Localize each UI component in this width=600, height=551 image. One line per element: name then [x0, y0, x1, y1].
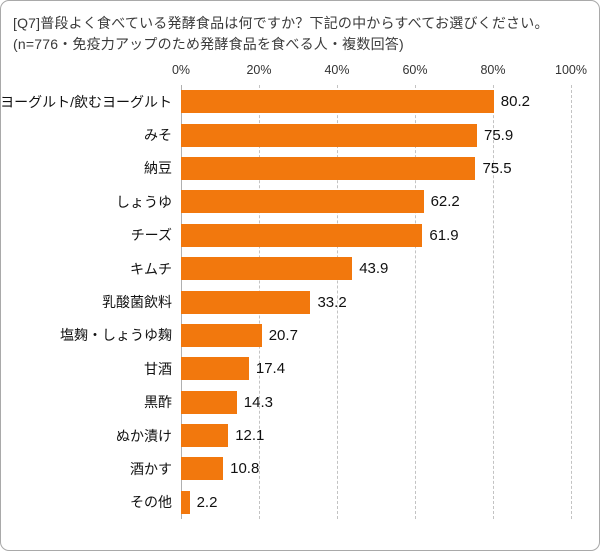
bar-row: 61.9 [181, 219, 571, 252]
bar [181, 357, 249, 381]
bar-row: 12.1 [181, 419, 571, 452]
x-axis-tick: 0% [171, 63, 191, 77]
x-axis: 0% 20% 40% 60% 80% 100% [13, 63, 587, 83]
value-label: 80.2 [500, 93, 530, 111]
bar [181, 257, 353, 281]
bars-area: 80.2 75.9 75.5 62.2 61.9 43.9 33.2 20.7 17.4 14.3… [181, 85, 572, 520]
value-label: 12.1 [235, 427, 265, 445]
x-axis-tick: 100% [555, 63, 587, 77]
bar [181, 223, 423, 247]
value-label: 62.2 [430, 193, 460, 211]
x-axis-tick: 60% [402, 63, 428, 77]
bar-row: 20.7 [181, 319, 571, 352]
category-label: ぬか漬け [116, 427, 172, 444]
x-axis-tick: 80% [480, 63, 506, 77]
category-label: キムチ [130, 260, 172, 277]
bar-row: 43.9 [181, 252, 571, 285]
bar [181, 457, 224, 481]
plot-area: ヨーグルト/飲むヨーグルトみそ納豆しょうゆチーズキムチ乳酸菌飲料塩麹・しょうゆ麹… [0, 85, 585, 520]
bar [181, 390, 237, 414]
category-label: 塩麹・しょうゆ麹 [60, 327, 172, 344]
value-label: 14.3 [243, 393, 273, 411]
category-label: みそ [144, 127, 172, 144]
category-label: チーズ [130, 227, 172, 244]
value-label: 33.2 [317, 293, 347, 311]
bar [181, 323, 262, 347]
bar-row: 75.9 [181, 118, 571, 151]
value-label: 10.8 [230, 460, 260, 478]
x-axis-tick: 40% [324, 63, 350, 77]
category-label: 酒かす [130, 460, 172, 477]
bar [181, 290, 311, 314]
bar-row: 75.5 [181, 152, 571, 185]
x-axis-ticks: 0% 20% 40% 60% 80% 100% [172, 63, 587, 83]
grid-line [571, 85, 572, 520]
value-label: 61.9 [429, 226, 459, 244]
axis-label-spacer [13, 63, 181, 83]
category-label: その他 [130, 494, 172, 511]
category-label: 納豆 [144, 160, 172, 177]
bar-chart: 0% 20% 40% 60% 80% 100% ヨーグルト/飲むヨーグルトみそ納豆しょうゆ… [0, 63, 587, 520]
bar-row: 33.2 [181, 285, 571, 318]
bar-row: 17.4 [181, 352, 571, 385]
value-label: 17.4 [255, 360, 286, 378]
chart-title: [Q7]普段よく食べている発酵食品は何ですか？下記の中からすべてお選びください。… [13, 15, 549, 52]
bar [181, 424, 229, 448]
bar [181, 156, 476, 180]
bar-row: 14.3 [181, 386, 571, 419]
bar-row: 80.2 [181, 85, 571, 118]
bar [181, 123, 477, 147]
category-label: しょうゆ [116, 193, 172, 210]
bar [181, 490, 190, 514]
bar [181, 90, 494, 114]
bar-row: 2.2 [181, 486, 571, 519]
bar-row: 62.2 [181, 185, 571, 218]
category-label: ヨーグルト/飲むヨーグルト [0, 93, 172, 110]
bar-row: 10.8 [181, 452, 571, 485]
x-axis-tick: 20% [246, 63, 272, 77]
category-label: 黒酢 [144, 394, 172, 411]
value-label: 43.9 [359, 260, 389, 278]
category-labels: ヨーグルト/飲むヨーグルトみそ納豆しょうゆチーズキムチ乳酸菌飲料塩麹・しょうゆ麹… [0, 85, 181, 519]
value-label: 75.9 [484, 126, 514, 144]
bar [181, 190, 424, 214]
value-label: 2.2 [196, 493, 218, 511]
value-label: 75.5 [482, 159, 512, 177]
value-label: 20.7 [268, 326, 298, 344]
category-label: 甘酒 [144, 360, 172, 377]
category-label: 乳酸菌飲料 [102, 294, 172, 311]
